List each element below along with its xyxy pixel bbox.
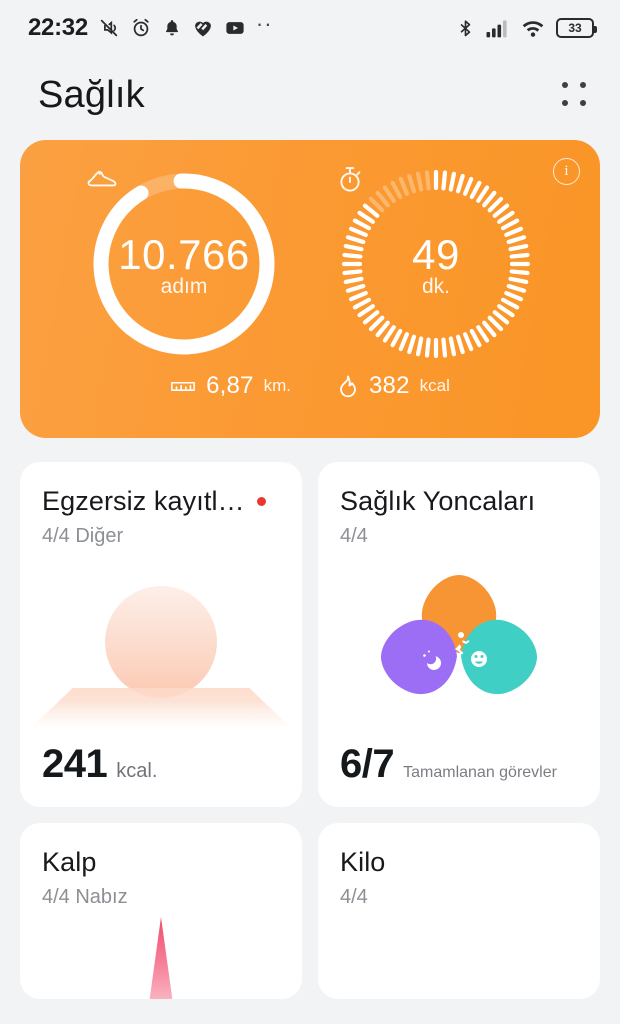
clovers-value: 6/7 — [340, 742, 395, 786]
weight-card-header: Kilo 4/4 — [318, 847, 600, 909]
exercise-ball-illustration — [20, 548, 302, 742]
hero-stats-row: 6,87 km. 382 kcal — [20, 372, 600, 400]
alarm-icon — [133, 18, 149, 37]
wifi-icon — [522, 21, 544, 37]
exercise-card-footer: 241 kcal. — [20, 742, 302, 807]
info-icon[interactable]: i — [553, 158, 580, 185]
unread-dot-badge — [256, 497, 266, 506]
calories-unit: kcal — [419, 376, 450, 395]
activity-summary-card[interactable]: i 10.766 adım — [20, 140, 600, 438]
status-bar-left: 22:32 ·· — [28, 11, 273, 42]
main-content: i 10.766 adım — [0, 134, 620, 999]
calories-value: 382 — [369, 372, 410, 399]
clover-petal-sleep — [381, 619, 457, 695]
clover-petal-mood — [461, 619, 537, 695]
clovers-card-title: Sağlık Yoncaları — [340, 486, 536, 516]
distance-stat: 6,87 km. — [170, 372, 291, 400]
card-row-2: Kalp 4/4 Nabız — [20, 823, 600, 999]
cellular-signal-icon — [486, 19, 507, 37]
shoe-icon — [87, 170, 117, 187]
heart-rate-spike — [20, 909, 302, 999]
exercise-ball-shape — [105, 586, 217, 698]
weight-card-title: Kilo — [340, 847, 386, 877]
ruler-icon — [171, 381, 196, 391]
flame-icon — [340, 375, 356, 398]
exercise-card-title: Egzersiz kayıtl… — [42, 486, 280, 517]
distance-unit: km. — [263, 376, 291, 395]
exercise-card-header: Egzersiz kayıtl… 4/4 Diğer — [20, 486, 302, 548]
distance-value: 6,87 — [206, 372, 254, 399]
heart-card-subtitle: 4/4 Nabız — [42, 886, 128, 908]
health-clovers-card[interactable]: Sağlık Yoncaları 4/4 — [318, 462, 600, 807]
clovers-card-header: Sağlık Yoncaları 4/4 — [318, 486, 600, 548]
smiley-icon — [471, 651, 487, 667]
clovers-unit: Tamamlanan görevler — [403, 764, 557, 781]
minutes-value: 49 — [412, 230, 460, 278]
card-row-1: Egzersiz kayıtl… 4/4 Diğer 241 kcal. Sağ… — [20, 462, 600, 807]
exercise-card-subtitle: 4/4 Diğer — [42, 525, 124, 547]
exercise-value: 241 — [42, 742, 108, 786]
weight-card-art — [318, 909, 600, 999]
heart-card[interactable]: Kalp 4/4 Nabız — [20, 823, 302, 999]
running-icon — [454, 632, 470, 655]
steps-unit: adım — [160, 275, 208, 299]
heart-card-header: Kalp 4/4 Nabız — [20, 847, 302, 909]
exercise-records-card[interactable]: Egzersiz kayıtl… 4/4 Diğer 241 kcal. — [20, 462, 302, 807]
status-time: 22:32 — [28, 14, 88, 41]
steps-ring[interactable]: 10.766 adım — [84, 164, 284, 364]
overflow-dots-icon: ·· — [255, 11, 273, 36]
status-bar: 22:32 ·· — [0, 0, 620, 56]
youtube-icon — [226, 22, 244, 34]
app-bar: Sağlık — [0, 56, 620, 134]
rings-row: 10.766 adım 49 — [20, 140, 600, 364]
calories-stat: 382 kcal — [337, 372, 450, 400]
heartstripe-app-icon — [195, 21, 211, 37]
grid-dots-icon[interactable] — [562, 82, 588, 108]
battery-icon: 33 — [556, 18, 597, 38]
heart-rate-spike-shape — [149, 917, 173, 999]
clover-illustration — [318, 548, 600, 742]
heart-card-title: Kalp — [42, 847, 97, 877]
steps-value: 10.766 — [118, 230, 250, 278]
status-bar-right: 33 — [456, 18, 597, 39]
battery-level-text: 33 — [568, 21, 582, 35]
weight-card-subtitle: 4/4 — [340, 886, 368, 908]
page-title: Sağlık — [38, 73, 145, 116]
bluetooth-icon — [460, 19, 471, 36]
minutes-unit: dk. — [421, 275, 450, 299]
clovers-card-subtitle: 4/4 — [340, 525, 368, 547]
exercise-mat-shape — [31, 688, 291, 728]
mute-icon — [100, 19, 118, 37]
stopwatch-icon — [340, 167, 361, 192]
moon-icon — [423, 650, 441, 671]
exercise-unit: kcal. — [116, 760, 158, 782]
bell-icon — [165, 20, 178, 36]
minutes-ring[interactable]: 49 dk. — [336, 164, 536, 364]
weight-card[interactable]: Kilo 4/4 — [318, 823, 600, 999]
clovers-card-footer: 6/7 Tamamlanan görevler — [318, 742, 600, 807]
